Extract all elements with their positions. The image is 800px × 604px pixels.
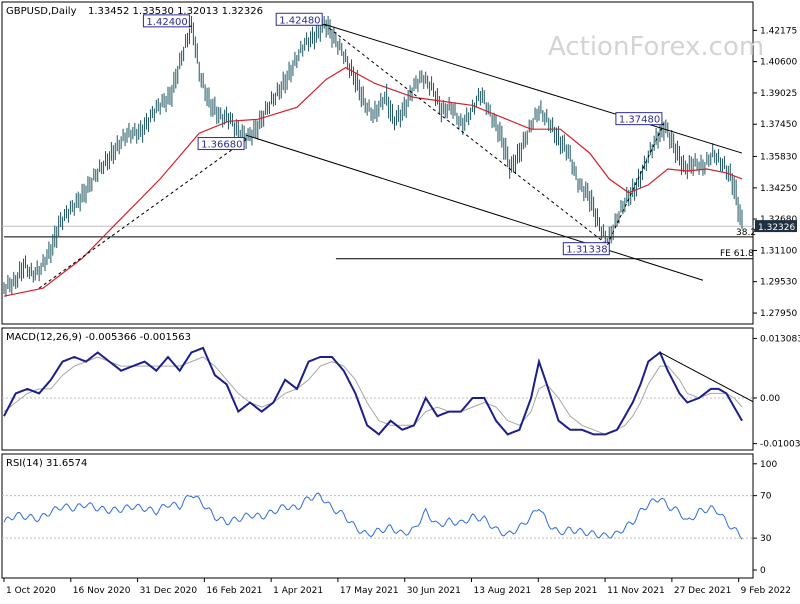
macd-panel-frame bbox=[1, 327, 754, 451]
macd-title: MACD(12,26,9) -0.005366 -0.001563 bbox=[6, 332, 191, 343]
macd-trendline bbox=[659, 352, 754, 403]
rsi-plot bbox=[2, 492, 753, 540]
price-label-pointer bbox=[189, 25, 192, 28]
price-tick-label: 1.34250 bbox=[760, 184, 797, 194]
price-label-box bbox=[562, 242, 610, 256]
price-plot: 1.42400 1.42480 1.36680 1.37480 1.31338 38.2 F… bbox=[2, 12, 756, 297]
macd-tick-label: 0.013083 bbox=[760, 334, 800, 344]
date-tick-label: 30 Jun 2021 bbox=[407, 586, 461, 596]
price-tick-label: 1.31100 bbox=[760, 246, 797, 256]
date-tick-label: 11 Nov 2021 bbox=[607, 586, 665, 596]
macd-line bbox=[3, 346, 743, 436]
price-tick-label: 1.35830 bbox=[760, 152, 797, 162]
current-price-box bbox=[755, 220, 797, 233]
rsi-tick-label: 100 bbox=[760, 460, 777, 470]
rsi-tick-label: 70 bbox=[760, 492, 772, 502]
price-label-pointer bbox=[661, 123, 665, 126]
price-label-box bbox=[615, 112, 663, 126]
date-tick-label: 28 Sep 2021 bbox=[540, 586, 597, 596]
price-label-box bbox=[275, 12, 323, 26]
watermark: ActionForex.com bbox=[548, 32, 764, 62]
date-tick-label: 17 May 2021 bbox=[340, 586, 399, 596]
moving-average-line bbox=[3, 66, 743, 297]
date-tick-label: 1 Oct 2020 bbox=[6, 586, 56, 596]
ohlc-readout: 1.33452 1.33530 1.32013 1.32326 bbox=[88, 6, 263, 17]
price-label-text: 1.36680 bbox=[201, 140, 242, 151]
price-label-pointer bbox=[243, 137, 247, 140]
price-tick-label: 1.27950 bbox=[760, 309, 797, 319]
date-tick-label: 13 Aug 2021 bbox=[474, 586, 532, 596]
channel-trendline bbox=[324, 23, 743, 154]
channel-trendline bbox=[245, 134, 704, 281]
dashed-trendline bbox=[606, 123, 665, 245]
date-tick-label: 16 Nov 2020 bbox=[73, 586, 131, 596]
date-tick-label: 31 Dec 2020 bbox=[140, 586, 198, 596]
price-label-box bbox=[197, 137, 245, 151]
price-label-text: 1.42400 bbox=[146, 17, 187, 28]
price-label-pointer bbox=[321, 23, 325, 26]
price-label-text: 1.42480 bbox=[279, 15, 320, 26]
price-label-text: 1.37480 bbox=[619, 115, 660, 126]
price-label-box bbox=[142, 14, 190, 28]
current-price-text: 1.32326 bbox=[758, 223, 795, 233]
fib-label: FE 61.8 bbox=[720, 249, 754, 259]
price-panel-frame bbox=[1, 1, 754, 325]
signal-line bbox=[3, 356, 743, 435]
fib-label: 38.2 bbox=[736, 228, 756, 238]
price-label-text: 1.31338 bbox=[566, 245, 607, 256]
date-tick-label: 9 Feb 2022 bbox=[741, 586, 791, 596]
rsi-title: RSI(14) 31.6574 bbox=[6, 458, 87, 469]
price-tick-label: 1.32680 bbox=[760, 215, 797, 225]
price-tick-label: 1.42175 bbox=[760, 26, 797, 36]
axes: 1.42175 1.40600 1.39025 1.37450 1.35830 1.342… bbox=[3, 26, 800, 596]
symbol-label: GBPUSD,Daily bbox=[6, 6, 77, 17]
date-tick-label: 27 Dec 2021 bbox=[674, 586, 732, 596]
price-tick-label: 1.37450 bbox=[760, 120, 797, 130]
rsi-tick-label: 30 bbox=[760, 534, 772, 544]
price-tick-label: 1.40600 bbox=[760, 58, 797, 68]
price-tick-label: 1.29530 bbox=[760, 278, 797, 288]
rsi-tick-label: 0 bbox=[760, 566, 766, 576]
date-tick-label: 16 Feb 2021 bbox=[206, 586, 262, 596]
date-tick-label: 1 Apr 2021 bbox=[273, 586, 323, 596]
macd-tick-label: -0.01003 bbox=[760, 440, 800, 450]
macd-tick-label: 0.00 bbox=[760, 394, 780, 404]
rsi-panel-frame bbox=[1, 453, 754, 579]
macd-plot bbox=[2, 346, 754, 436]
dashed-trendline bbox=[38, 139, 247, 289]
rsi-line bbox=[3, 492, 743, 540]
price-label-pointer bbox=[606, 242, 610, 246]
price-tick-label: 1.39025 bbox=[760, 89, 797, 99]
